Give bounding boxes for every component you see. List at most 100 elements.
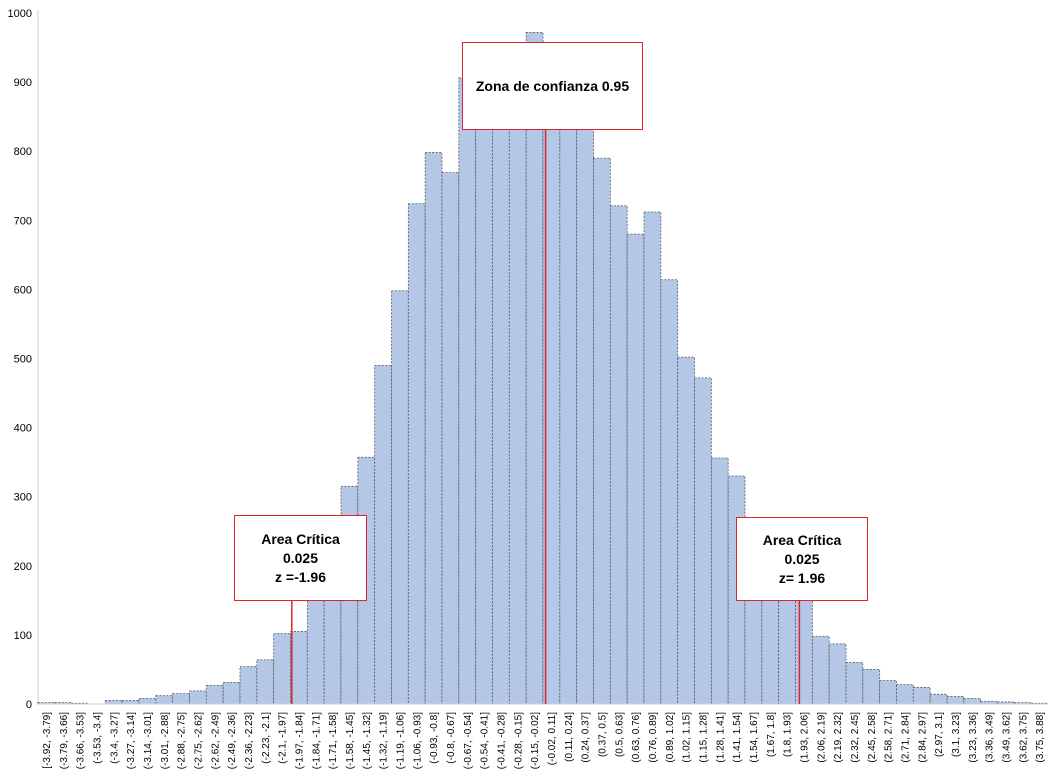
x-tick-label: (2.84, 2.97]: [917, 712, 928, 763]
y-tick-label: 900: [14, 77, 32, 89]
histogram-bar: [879, 680, 897, 705]
x-tick-label: (-3.79, -3.66]: [59, 712, 70, 769]
y-tick-label: 600: [14, 284, 32, 296]
right-annotation-line-3: z= 1.96: [778, 569, 826, 586]
x-tick-label: (-2.62, -2.49]: [210, 712, 221, 769]
x-tick-label: (0.11, 0.24]: [564, 712, 575, 762]
histogram-bar: [138, 698, 157, 705]
x-tick-label: (-2.49, -2.36]: [227, 712, 238, 769]
histogram-bar: [795, 599, 813, 705]
x-tick-label: (0.63, 0.76]: [631, 712, 642, 763]
critical-value-markers: [291, 130, 801, 704]
x-tick-label: (2.58, 2.71]: [884, 712, 895, 763]
right-annotation-line-1: Area Crítica: [762, 531, 842, 548]
x-tick-label: (3.75, 3.88]: [1035, 712, 1046, 763]
x-tick-label: (0.76, 0.89]: [648, 712, 659, 763]
x-tick-label: (-1.06, -0.93]: [412, 712, 423, 769]
x-tick-label: (0.37, 0.5]: [597, 712, 608, 757]
confidence-annotation-line-1: Zona de confianza 0.95: [475, 77, 630, 94]
x-tick-label: (-1.32, -1.19]: [379, 712, 390, 769]
histogram-bar: [121, 700, 140, 705]
x-tick-label: (2.19, 2.32]: [833, 712, 844, 763]
x-tick-label: (-0.15, -0.02]: [530, 712, 541, 769]
histogram-bar: [172, 693, 190, 705]
y-tick-label: 700: [14, 215, 32, 227]
x-tick-label: (3.23, 3.36]: [968, 712, 979, 763]
left-annotation-line-1: Area Crítica: [261, 530, 340, 547]
x-tick-label: (1.02, 1.15]: [682, 712, 693, 763]
histogram-bar: [963, 698, 982, 705]
x-tick-label: (-3.14, -3.01]: [143, 712, 154, 769]
histogram-bar: [710, 457, 729, 705]
right-critical-area-label: Area Crítica 0.025 z= 1.96: [736, 517, 868, 601]
left-critical-area-label: Area Crítica 0.025 z =-1.96: [234, 515, 367, 601]
histogram-bar: [306, 589, 325, 705]
x-tick-label: (-2.36, -2.23]: [244, 712, 255, 769]
histogram-bar: [929, 693, 948, 705]
x-tick-label: (-1.58, -1.45]: [345, 712, 356, 769]
histogram-bar: [104, 700, 123, 705]
x-tick-label: (2.06, 2.19]: [816, 712, 827, 763]
histogram-bar: [290, 631, 308, 705]
x-tick-label: (0.24, 0.37]: [581, 712, 592, 763]
x-tick-label: (3.49, 3.62]: [1001, 712, 1012, 763]
x-tick-label: (0.5, 0.63]: [614, 712, 625, 757]
histogram-bar: [222, 682, 241, 705]
x-tick-label: (-1.84, -1.71]: [311, 712, 322, 769]
y-tick-label: 400: [14, 423, 32, 435]
right-annotation-line-2: 0.025: [784, 550, 820, 567]
x-tick-label: (-0.41, -0.28]: [496, 712, 507, 769]
x-tick-label: (1.8, 1.93]: [783, 712, 794, 757]
x-tick-label: (-0.8, -0.67]: [446, 712, 457, 764]
x-tick-label: (3.62, 3.75]: [1018, 712, 1029, 763]
histogram-bar: [475, 64, 493, 705]
x-axis-ticks: [-3.92, -3.79] (-3.79, -3.66] (-3.66, -3.5…: [42, 712, 1046, 769]
x-tick-label: (1.41, 1.54]: [732, 712, 743, 763]
x-tick-label: (3.36, 3.49]: [985, 712, 996, 763]
x-tick-label: (2.32, 2.45]: [850, 712, 861, 763]
histogram-bar: [946, 695, 965, 705]
x-tick-label: (-1.97, -1.84]: [294, 712, 305, 769]
histogram-bar: [660, 279, 679, 705]
histogram-bar: [896, 684, 914, 705]
histogram-bar: [424, 152, 443, 705]
x-tick-label: (-1.71, -1.58]: [328, 712, 339, 769]
y-tick-label: 200: [14, 561, 32, 573]
y-tick-label: 0: [26, 699, 32, 711]
histogram-bar: [391, 290, 409, 705]
x-tick-label: (0.89, 1.02]: [665, 712, 676, 763]
histogram-bar: [256, 659, 275, 705]
histogram-bar: [845, 662, 864, 705]
x-tick-label: [-3.92, -3.79]: [42, 712, 53, 769]
x-tick-label: (-2.23, -2.1]: [261, 712, 272, 764]
histogram-bar: [811, 635, 830, 705]
histogram-bar: [694, 377, 712, 705]
x-tick-label: (1.54, 1.67]: [749, 712, 760, 763]
y-axis-ticks: 0 100 200 300 400 500 600 700 800 900 1000: [8, 8, 32, 711]
x-tick-label: (1.67, 1.8]: [766, 712, 777, 757]
histogram-bar: [576, 109, 594, 705]
x-tick-label: (2.97, 3.1]: [934, 712, 945, 757]
x-tick-label: (-0.02, 0.11]: [547, 712, 558, 765]
y-tick-label: 800: [14, 146, 32, 158]
y-tick-label: 100: [14, 630, 32, 642]
histogram-bar: [374, 365, 392, 705]
x-tick-label: (3.1, 3.23]: [951, 712, 962, 757]
histogram-bar: [441, 172, 460, 705]
histogram-bar: [239, 666, 258, 705]
y-tick-label: 1000: [8, 8, 32, 20]
histogram-bar: [828, 643, 847, 705]
x-tick-label: (-3.66, -3.53]: [76, 712, 87, 769]
x-tick-label: (-2.88, -2.75]: [177, 712, 188, 769]
x-tick-label: (1.93, 2.06]: [799, 712, 810, 763]
x-tick-label: (-2.1, -1.97]: [278, 712, 289, 764]
x-tick-label: (2.45, 2.58]: [867, 712, 878, 763]
bars: [37, 31, 1048, 705]
y-tick-label: 300: [14, 492, 32, 504]
x-tick-label: (-1.19, -1.06]: [395, 712, 406, 769]
histogram-bar: [189, 690, 207, 705]
histogram-bar: [407, 203, 426, 705]
x-tick-label: (-0.28, -0.15]: [513, 712, 524, 769]
histogram-bar: [626, 233, 645, 705]
histogram-bar: [559, 81, 578, 705]
